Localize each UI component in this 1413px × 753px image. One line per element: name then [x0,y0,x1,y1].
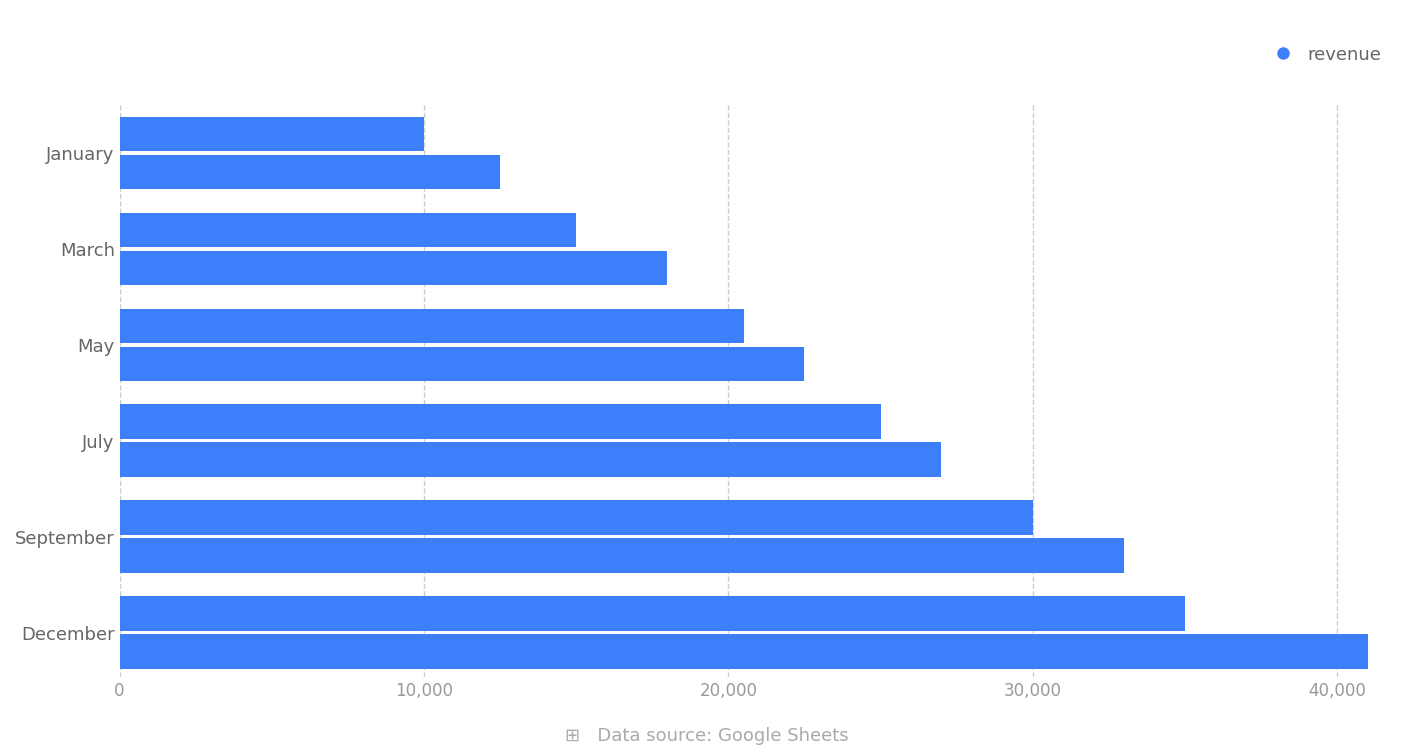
Bar [120,212,577,247]
Bar [120,443,941,477]
Bar [120,154,500,189]
Text: ⊞   Data source: Google Sheets: ⊞ Data source: Google Sheets [565,727,848,745]
Bar [120,404,880,439]
Bar [120,634,1368,669]
Legend: revenue: revenue [1258,38,1389,71]
Bar [120,251,667,285]
Bar [120,596,1186,631]
Bar [120,309,743,343]
Bar [120,346,804,381]
Bar [120,117,424,151]
Bar [120,501,1033,535]
Bar [120,538,1125,573]
